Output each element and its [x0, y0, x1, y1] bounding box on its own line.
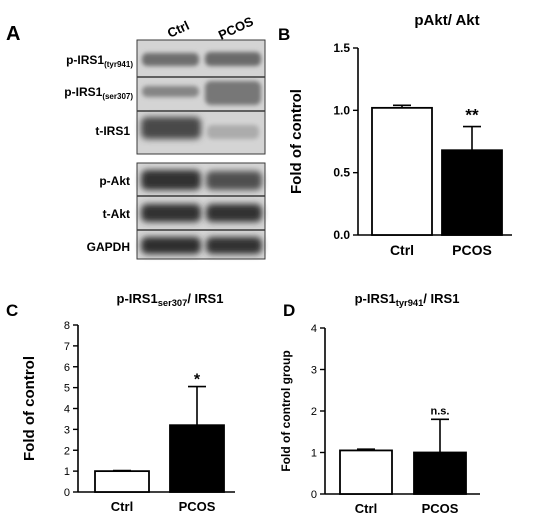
y-tick-label: 5 [64, 383, 70, 395]
y-tick-label: 1.5 [333, 41, 350, 55]
y-tick-label: 1.0 [333, 103, 350, 117]
panel-a-letter: A [6, 23, 20, 45]
blot-label-p-irs1-ser307: p-IRS1(ser307) [64, 85, 133, 101]
category-label: PCOS [179, 499, 216, 514]
chart-title: pAkt/ Akt [414, 12, 479, 29]
bar-charts: pAkt/ Akt 0.0 0.5 1.0 1.5 Fold of control Ctrl… [21, 12, 512, 516]
y-tick-label: 7 [64, 341, 70, 353]
y-axis-label: Fold of control group [279, 350, 293, 471]
category-label: Ctrl [390, 242, 414, 258]
chart-panel-b: pAkt/ Akt 0.0 0.5 1.0 1.5 Fold of control Ctrl… [288, 12, 512, 258]
band-p-irs1-ser307 [142, 81, 261, 105]
significance-label: ** [465, 106, 479, 125]
chart-panel-c: p-IRS1ser307/ IRS1 0 1 2 3 4 5 6 7 8 Fold of contr… [21, 291, 235, 514]
band-p-irs1-tyr941 [142, 52, 261, 66]
y-tick-label: 0.0 [333, 228, 350, 242]
band-gapdh [141, 237, 262, 254]
lane-label-ctrl: Ctrl [165, 18, 192, 41]
y-tick-label: 0.5 [333, 166, 350, 180]
category-label: PCOS [422, 501, 459, 516]
blot-label-t-akt: t-Akt [103, 207, 130, 221]
blot-label-p-irs1-tyr941: p-IRS1(tyr941) [66, 53, 133, 69]
y-axis-label: Fold of control [21, 356, 38, 461]
y-tick-label: 2 [311, 406, 317, 418]
significance-label: * [194, 372, 201, 389]
y-tick-label: 0 [311, 489, 317, 501]
chart-title: p-IRS1tyr941/ IRS1 [355, 291, 460, 308]
bar-pcos [169, 424, 225, 493]
significance-label: n.s. [431, 405, 450, 417]
y-tick-label: 3 [64, 424, 70, 436]
band-t-akt [141, 204, 262, 222]
y-tick-label: 0 [64, 487, 70, 499]
bar-ctrl [94, 470, 150, 493]
bar-pcos [413, 451, 467, 495]
chart-title: p-IRS1ser307/ IRS1 [117, 291, 224, 308]
category-label: Ctrl [355, 501, 377, 516]
y-tick-label: 2 [64, 445, 70, 457]
y-tick-label: 3 [311, 365, 317, 377]
bar-ctrl [371, 106, 433, 236]
panel-b-letter: B [278, 25, 290, 44]
panel-c-letter: C [6, 301, 18, 320]
blot-label-p-akt: p-Akt [99, 174, 130, 188]
y-axis-label: Fold of control [288, 89, 305, 194]
blot-label-gapdh: GAPDH [87, 240, 130, 254]
panel-d-letter: D [283, 301, 295, 320]
blot-label-t-irs1: t-IRS1 [95, 124, 130, 138]
bar-pcos [441, 149, 503, 236]
lane-label-pcos: PCOS [216, 13, 256, 42]
category-label: Ctrl [111, 499, 133, 514]
y-tick-label: 1 [311, 448, 317, 460]
y-tick-label: 8 [64, 320, 70, 332]
chart-panel-d: p-IRS1tyr941/ IRS1 0 1 2 3 4 Fold of control g… [279, 291, 480, 516]
y-tick-label: 4 [64, 404, 70, 416]
band-p-akt [141, 170, 262, 190]
y-tick-label: 6 [64, 362, 70, 374]
y-tick-label: 1 [64, 466, 70, 478]
bar-ctrl [339, 449, 393, 495]
category-label: PCOS [452, 242, 492, 258]
y-tick-label: 4 [311, 323, 317, 335]
band-t-irs1 [141, 117, 259, 139]
